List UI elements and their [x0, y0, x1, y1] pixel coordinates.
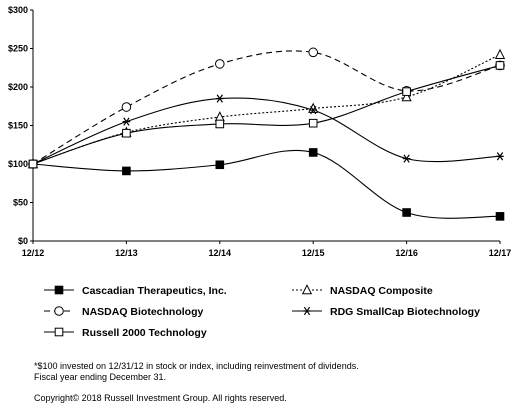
legend-label-4: Russell 2000 Technology: [82, 327, 207, 339]
y-tick-label: $250: [8, 44, 28, 54]
series-0-point: [215, 160, 225, 170]
series-4-point: [495, 61, 505, 70]
series-line-2: [32, 50, 501, 165]
series-0-point: [308, 148, 318, 157]
series-4-point: [308, 118, 318, 128]
chart-series-markers: [27, 47, 506, 221]
series-3-point: [309, 105, 317, 115]
x-tick-label: 12/15: [302, 248, 325, 258]
series-4-point: [122, 128, 131, 138]
y-tick-label: $0: [18, 236, 28, 246]
y-tick-label: $200: [8, 82, 28, 92]
series-0-point: [495, 212, 505, 221]
series-0-point: [122, 166, 131, 176]
series-4-point: [215, 119, 225, 129]
x-tick-label: 12/14: [209, 248, 232, 258]
series-4-point: [28, 159, 38, 169]
y-tick-label: $50: [13, 198, 28, 208]
footnote-fiscal-year: Fiscal year ending December 31.: [34, 372, 167, 382]
chart-legend: Cascadian Therapeutics, Inc. NASDAQ Compo…: [44, 284, 480, 339]
legend-label-3: RDG SmallCap Biotechnology: [330, 306, 480, 318]
footnote-investment: *$100 invested on 12/31/12 in stock or i…: [34, 361, 359, 371]
series-2-point: [215, 59, 225, 69]
series-3-point: [402, 154, 411, 163]
y-tick-label: $100: [8, 159, 28, 169]
legend-marker-1: [301, 284, 313, 295]
chart-series-lines: [32, 50, 501, 219]
series-3-point: [216, 94, 224, 103]
series-line-1: [32, 54, 501, 165]
x-tick-label: 12/12: [22, 248, 45, 258]
x-tick-label: 12/13: [115, 248, 138, 258]
legend-label-2: NASDAQ Biotechnology: [82, 306, 203, 318]
series-line-4: [32, 64, 501, 165]
legend-marker-3: [303, 306, 311, 316]
x-tick-label: 12/16: [395, 248, 418, 258]
y-tick-label: $300: [8, 5, 28, 15]
legend-label-0: Cascadian Therapeutics, Inc.: [82, 285, 227, 297]
series-0-point: [402, 208, 411, 217]
tsr-line-chart: $0 $50 $100 $150 $200 $250 $300 12/12 12/13 12/14…: [8, 5, 511, 339]
series-line-3: [32, 97, 501, 165]
series-4-point: [402, 87, 411, 96]
legend-label-1: NASDAQ Composite: [330, 285, 433, 297]
series-2-point: [121, 102, 132, 112]
legend-marker-0: [54, 285, 64, 295]
series-1-point: [401, 91, 412, 102]
series-3-point: [122, 117, 131, 126]
chart-axes: $0 $50 $100 $150 $200 $250 $300 12/12 12/13 12/14…: [8, 5, 511, 258]
series-line-0: [32, 149, 501, 219]
series-3-point: [496, 152, 504, 161]
legend-marker-2: [54, 306, 64, 316]
x-tick-label: 12/17: [489, 248, 512, 258]
series-1-point: [494, 48, 506, 59]
y-tick-label: $150: [8, 121, 28, 131]
series-2-point: [308, 47, 319, 58]
legend-marker-4: [54, 327, 64, 337]
footnote-copyright: Copyright© 2018 Russell Investment Group…: [34, 393, 287, 403]
